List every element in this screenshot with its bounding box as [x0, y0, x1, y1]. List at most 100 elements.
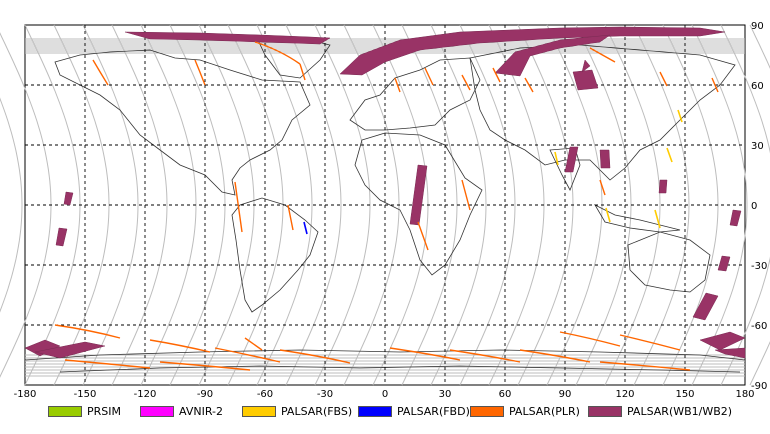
legend-swatch-palsar-wb	[588, 405, 622, 417]
wb-swath-pacific-1	[63, 191, 74, 206]
lat-tick-label: -30	[751, 261, 767, 272]
legend-label-avnir2: AVNIR-2	[179, 404, 223, 418]
wb-swath-asia-1	[564, 146, 579, 173]
plr-track-22	[389, 347, 461, 361]
lat-tick-label: -90	[751, 381, 767, 392]
legend-swatch-avnir2	[140, 405, 174, 417]
plr-track-26	[619, 334, 681, 351]
legend-item-avnir2: AVNIR-2	[140, 403, 223, 419]
lat-tick-label: 60	[751, 81, 764, 92]
coast-europe	[349, 57, 481, 131]
wb-swath-pacific-2	[55, 227, 68, 247]
wb-swath-russia-1	[572, 69, 599, 91]
wb-swath-sea	[658, 179, 668, 194]
coast-north-america	[54, 49, 311, 196]
wb-swath-siberia	[581, 59, 591, 73]
coast-australia	[627, 231, 711, 293]
fbs-track-3	[654, 209, 661, 229]
lon-tick-label: 30	[439, 389, 452, 400]
plr-track-13	[234, 181, 243, 233]
wb-swath-asia-2	[599, 149, 611, 169]
coast-antarctica	[24, 349, 746, 361]
lon-tick-label: 0	[382, 389, 388, 400]
plr-track-14	[287, 204, 294, 231]
wb-swath-pacific-3	[729, 209, 742, 227]
plr-track-12	[711, 77, 719, 93]
orbit-track	[0, 97, 23, 313]
swaths-palsar-wb	[24, 26, 746, 359]
fbd-track-1	[303, 221, 308, 235]
plr-track-2	[194, 59, 206, 86]
legend-label-palsar-wb: PALSAR(WB1/WB2)	[627, 404, 733, 418]
plr-track-7	[461, 74, 471, 91]
plr-track-15	[461, 179, 471, 211]
lat-tick-label: 90	[751, 21, 764, 32]
coast-asia	[469, 44, 736, 181]
latitude-labels: 90 60 30 0 -30 -60 -90	[751, 21, 767, 392]
lon-tick-label: 150	[675, 389, 694, 400]
plr-track-20	[214, 347, 281, 363]
lon-tick-label: -30	[317, 389, 333, 400]
coast-antarctica-2	[59, 365, 741, 373]
plr-track-27	[64, 359, 151, 369]
legend-label-palsar-fbd: PALSAR(FBD)	[397, 404, 470, 418]
legend: PRSIM AVNIR-2 PALSAR(FBS) PALSAR(FBD) PA…	[0, 403, 770, 423]
legend-label-palsar-fbs: PALSAR(FBS)	[281, 404, 353, 418]
legend-item-palsar-fbd: PALSAR(FBD)	[358, 403, 470, 419]
lat-tick-label: 30	[751, 141, 764, 152]
fbs-track-2	[605, 207, 611, 223]
wb-swath-pacific-4	[717, 255, 731, 272]
legend-item-prsim: PRSIM	[48, 403, 121, 419]
wb-swath-antarctic-east-2	[714, 347, 746, 359]
plr-track-5	[394, 77, 401, 93]
graticule	[25, 25, 745, 385]
longitude-labels: -180 -150 -120 -90 -60 -30 0 30 60 90 120 150 180	[14, 389, 755, 400]
wb-swath-antarctic-west	[24, 339, 61, 357]
tracks-palsar-plr	[54, 41, 719, 371]
legend-swatch-palsar-fbs	[242, 405, 276, 417]
legend-item-palsar-fbs: PALSAR(FBS)	[242, 403, 352, 419]
wb-swath-south-pacific	[692, 292, 719, 321]
tracks-palsar-fbs	[554, 109, 683, 229]
lon-tick-label: -180	[14, 389, 37, 400]
plr-track-4	[299, 63, 306, 81]
wb-swath-north-2	[339, 26, 726, 76]
lon-tick-label: -90	[197, 389, 213, 400]
fbs-track-5	[677, 109, 683, 123]
wb-swath-antarctic-west-2	[34, 341, 106, 359]
legend-swatch-prsim	[48, 405, 82, 417]
plr-track-19	[149, 339, 211, 353]
plr-track-29	[599, 361, 691, 371]
lon-tick-label: -60	[257, 389, 273, 400]
plr-track-3	[254, 41, 301, 65]
wb-swath-north-1	[124, 31, 331, 45]
lon-tick-label: 60	[499, 389, 512, 400]
plr-track-1	[92, 59, 109, 86]
coastlines	[24, 37, 746, 373]
plr-track-9	[524, 77, 534, 93]
wb-swath-north-3	[494, 34, 611, 77]
legend-label-prsim: PRSIM	[87, 404, 121, 418]
legend-label-palsar-plr: PALSAR(PLR)	[509, 404, 580, 418]
tracks-palsar-fbd	[303, 221, 308, 235]
coast-indonesia	[593, 204, 681, 233]
plr-track-30	[244, 337, 263, 351]
plr-track-25	[559, 331, 621, 347]
legend-swatch-palsar-plr	[470, 405, 504, 417]
plr-track-24	[519, 349, 591, 363]
legend-swatch-palsar-fbd	[358, 405, 392, 417]
plr-track-16	[417, 221, 429, 251]
plr-track-6	[424, 67, 434, 86]
lon-tick-label: -120	[134, 389, 157, 400]
legend-item-palsar-plr: PALSAR(PLR)	[470, 403, 580, 419]
legend-item-palsar-wb: PALSAR(WB1/WB2)	[588, 403, 732, 419]
orbit-track	[720, 24, 770, 386]
wb-swath-antarctic-east	[699, 331, 746, 351]
coast-south-america	[231, 197, 319, 313]
plr-track-17	[599, 179, 606, 196]
plr-track-10	[589, 47, 616, 63]
plr-track-23	[449, 349, 521, 363]
plr-track-21	[279, 349, 351, 364]
